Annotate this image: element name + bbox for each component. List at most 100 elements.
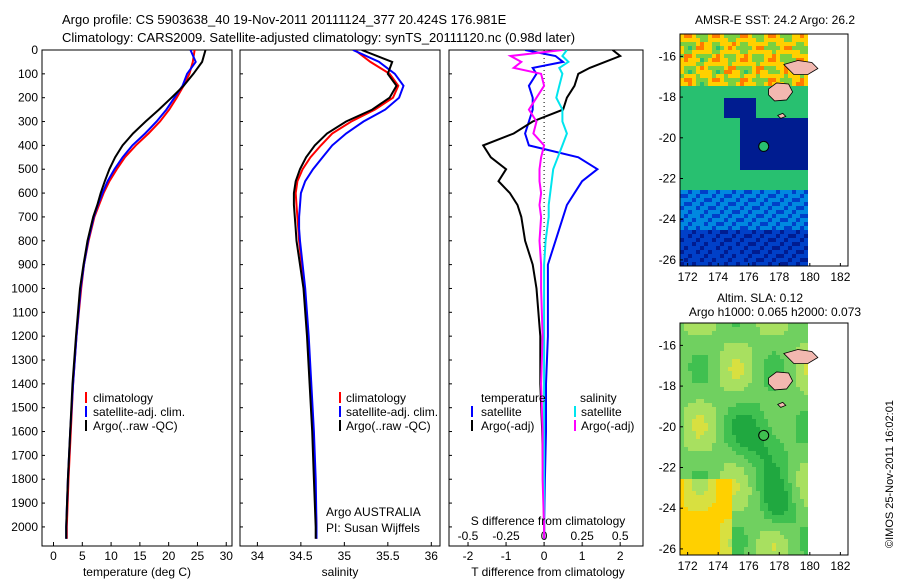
- sla-map-cell: [700, 419, 705, 424]
- sst-map-cell: [832, 258, 837, 263]
- sst-map-cell: [840, 98, 845, 103]
- sla-map-cell: [784, 443, 789, 448]
- sst-map-cell: [820, 222, 825, 227]
- sla-map-cell: [712, 415, 717, 420]
- sla-map-cell: [752, 447, 757, 452]
- sst-map-cell: [756, 178, 761, 183]
- sla-map-cell: [700, 483, 705, 488]
- sla-map-cell: [764, 447, 769, 452]
- salinity-diff-tick-label: -0.5: [458, 529, 479, 543]
- sla-map-cell: [680, 455, 685, 460]
- sla-map-cell: [768, 387, 773, 392]
- sla-map-cell: [828, 323, 833, 328]
- sla-map-cell: [684, 375, 689, 380]
- sla-map-cell: [820, 487, 825, 492]
- sla-map-cell: [708, 511, 713, 516]
- sla-map-cell: [824, 347, 829, 352]
- sst-map-cell: [680, 38, 685, 43]
- sst-map-cell: [820, 182, 825, 187]
- sst-map-cell: [716, 202, 721, 207]
- sst-map-cell: [708, 46, 713, 51]
- sst-map-cell: [684, 174, 689, 179]
- sla-map-cell: [752, 459, 757, 464]
- sla-map-cell: [788, 475, 793, 480]
- sst-map-cell: [788, 78, 793, 83]
- sla-map-cell: [760, 363, 765, 368]
- sla-map-cell: [816, 495, 821, 500]
- sla-map-cell: [804, 343, 809, 348]
- sla-map-cell: [688, 483, 693, 488]
- sst-map-cell: [756, 42, 761, 47]
- temperature-series-satellite-adj-clim-: [65, 50, 197, 539]
- sla-map-cell: [792, 463, 797, 468]
- sst-map-cell: [680, 162, 685, 167]
- sst-map-cell: [764, 46, 769, 51]
- sst-map-cell: [804, 154, 809, 159]
- sla-map-cell: [684, 347, 689, 352]
- sst-map-cell: [792, 54, 797, 59]
- sst-map-cell: [772, 54, 777, 59]
- sla-map-cell: [760, 547, 765, 552]
- sst-map-cell: [708, 82, 713, 87]
- sst-map-cell: [768, 138, 773, 143]
- sla-map-cell: [796, 535, 801, 540]
- sla-map-cell: [700, 511, 705, 516]
- sst-map-cell: [760, 74, 765, 79]
- sst-map-cell: [720, 178, 725, 183]
- sla-map-cell: [820, 531, 825, 536]
- sst-map-cell: [684, 234, 689, 239]
- sst-map-cell: [720, 58, 725, 63]
- sla-map-cell: [724, 383, 729, 388]
- sla-map-cell: [704, 403, 709, 408]
- sla-map-cell: [748, 379, 753, 384]
- sla-map-cell: [748, 475, 753, 480]
- sst-map-cell: [756, 66, 761, 71]
- sla-map-cell: [764, 491, 769, 496]
- sla-map-cell: [812, 431, 817, 436]
- sst-map-cell: [696, 82, 701, 87]
- sst-map-cell: [688, 242, 693, 247]
- sst-map-cell: [844, 154, 848, 159]
- sst-map-cell: [832, 262, 837, 266]
- sla-map-cell: [816, 443, 821, 448]
- sst-map-cell: [788, 226, 793, 231]
- sla-map-cell: [760, 467, 765, 472]
- sst-map-cell: [772, 70, 777, 75]
- salinity-x-tick-label: 34: [251, 549, 265, 563]
- sla-map-cell: [712, 547, 717, 552]
- sla-map-cell: [748, 435, 753, 440]
- sla-map-cell: [684, 403, 689, 408]
- sst-map-cell: [788, 50, 793, 55]
- sla-map-cell: [776, 363, 781, 368]
- sla-map-cell: [740, 543, 745, 548]
- sst-map-cell: [788, 46, 793, 51]
- sst-map-cell: [784, 114, 789, 119]
- sla-map-cell: [800, 387, 805, 392]
- sla-map-cell: [708, 335, 713, 340]
- sst-map-cell: [752, 82, 757, 87]
- sst-map-cell: [824, 178, 829, 183]
- sst-map-cell: [688, 202, 693, 207]
- sst-map-cell: [776, 58, 781, 63]
- sla-map-cell: [720, 455, 725, 460]
- sst-map-cell: [732, 86, 737, 91]
- sla-map-cell: [784, 543, 789, 548]
- sla-map-cell: [724, 527, 729, 532]
- sst-map-cell: [716, 138, 721, 143]
- sst-map-cell: [744, 58, 749, 63]
- sst-map-cell: [756, 38, 761, 43]
- sla-map-cell: [764, 487, 769, 492]
- sst-map-cell: [748, 246, 753, 251]
- sla-map-cell: [696, 499, 701, 504]
- sst-map-cell: [788, 214, 793, 219]
- sla-map-cell: [824, 507, 829, 512]
- sla-map-cell: [684, 547, 689, 552]
- sla-map-cell: [792, 515, 797, 520]
- sla-map-cell: [824, 551, 829, 555]
- sst-map-cell: [820, 262, 825, 266]
- sla-map-cell: [840, 391, 845, 396]
- sla-map-cell: [748, 451, 753, 456]
- sla-map-cell: [728, 491, 733, 496]
- sst-map-cell: [796, 102, 801, 107]
- sla-map-cell: [740, 471, 745, 476]
